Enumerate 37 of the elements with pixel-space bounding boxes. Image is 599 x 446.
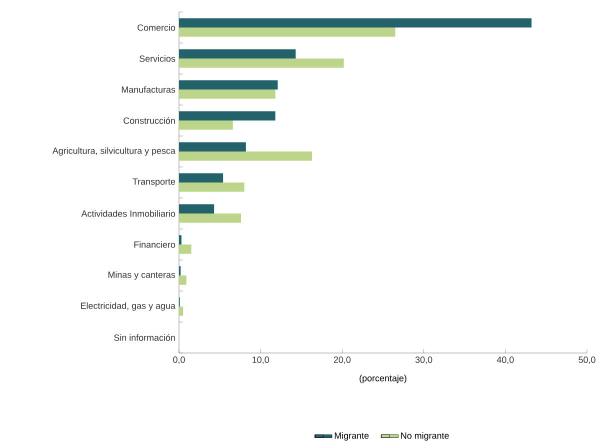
bar — [179, 142, 246, 152]
bar — [179, 120, 233, 130]
y-tick-label: Electricidad, gas y agua — [81, 302, 176, 311]
bar — [179, 80, 278, 90]
y-tick-label: Agricultura, silvicultura y pesca — [52, 147, 176, 156]
bar — [179, 28, 396, 37]
x-tick-label: 0,0 — [173, 356, 185, 364]
bar — [179, 49, 296, 58]
y-tick-label: Servicios — [140, 55, 176, 62]
bar — [179, 182, 244, 192]
bar — [179, 111, 276, 121]
bar — [179, 58, 344, 68]
legend-label: Migrante — [334, 432, 369, 441]
bar — [179, 18, 532, 28]
x-tick-label: 50,0 — [578, 356, 596, 364]
y-tick-label: Financiero — [134, 241, 176, 248]
y-tick-label: Actividades Inmobiliario — [81, 210, 176, 217]
x-tick-label: 40,0 — [496, 356, 514, 364]
x-tick-label: 30,0 — [415, 356, 432, 364]
bar — [179, 152, 312, 161]
bar — [179, 214, 242, 223]
y-tick-label: Construcción — [124, 117, 175, 124]
x-tick-label: 10,0 — [252, 356, 269, 364]
y-tick-label: Minas y canteras — [108, 271, 176, 280]
y-tick-label: Manufacturas — [122, 86, 176, 93]
bar — [179, 276, 186, 285]
x-tick-label: 20,0 — [334, 356, 351, 364]
bar — [179, 204, 214, 214]
bar — [179, 306, 184, 316]
bar — [179, 173, 224, 183]
bar — [179, 90, 276, 99]
y-tick-label: Transporte — [132, 178, 176, 187]
y-tick-label: Sin información — [114, 334, 175, 341]
bar — [179, 244, 192, 254]
legend-label: No migrante — [401, 432, 449, 441]
x-axis-title: (porcentaje) — [360, 374, 406, 384]
y-tick-label: Comercio — [138, 24, 176, 31]
